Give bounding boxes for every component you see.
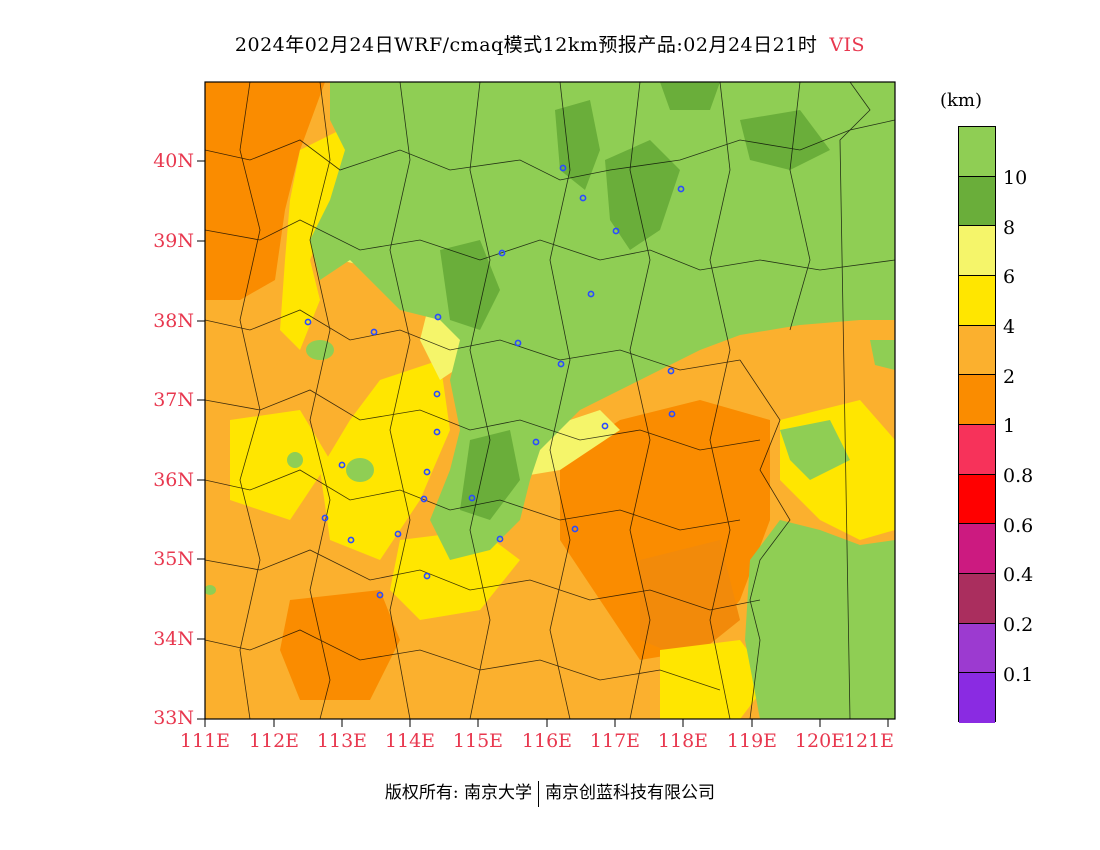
- copyright-company: 南京创蓝科技有限公司: [545, 783, 716, 803]
- map-field: [205, 82, 895, 719]
- copyright-owner: 版权所有: 南京大学: [384, 783, 533, 803]
- map-title: 2024年02月24日WRF/cmaq模式12km预报产品:02月24日21时 V…: [0, 30, 1100, 57]
- legend-label: 0.6: [1003, 515, 1034, 537]
- lat-label: 39N: [153, 230, 194, 252]
- colorbar-swatch: [959, 673, 995, 723]
- lon-label: 121E: [843, 730, 895, 752]
- lon-label: 117E: [589, 730, 641, 752]
- footer-separator: [538, 780, 540, 807]
- lon-label: 120E: [794, 730, 846, 752]
- lon-label: 119E: [726, 730, 778, 752]
- legend-label: 2: [1003, 366, 1016, 388]
- lon-label: 116E: [521, 730, 573, 752]
- lon-label: 111E: [179, 730, 231, 752]
- legend-label: 6: [1003, 266, 1016, 288]
- colorbar-swatch: [959, 275, 995, 326]
- lon-label: 114E: [384, 730, 436, 752]
- lon-label: 113E: [316, 730, 368, 752]
- legend-label: 4: [1003, 316, 1016, 338]
- lon-label: 115E: [452, 730, 504, 752]
- variable-label: VIS: [829, 34, 866, 56]
- colorbar-swatch: [959, 573, 995, 624]
- city-markers: [304, 164, 685, 599]
- colorbar-swatch: [959, 176, 995, 227]
- lat-label: 37N: [153, 389, 194, 411]
- title-text: 2024年02月24日WRF/cmaq模式12km预报产品:02月24日21时: [234, 34, 818, 56]
- legend-label: 0.2: [1003, 614, 1034, 636]
- legend-label: 0.4: [1003, 564, 1034, 586]
- colorbar-swatch: [959, 127, 995, 177]
- colorbar-swatch: [959, 375, 995, 425]
- legend-label: 10: [1003, 167, 1028, 189]
- lat-label: 36N: [153, 469, 194, 491]
- colorbar-swatch: [959, 325, 995, 376]
- colorbar-swatch: [959, 623, 995, 674]
- colorbar-swatch: [959, 524, 995, 574]
- lon-label: 118E: [657, 730, 709, 752]
- lat-label: 33N: [153, 707, 194, 729]
- lon-label: 112E: [248, 730, 300, 752]
- lat-label: 38N: [153, 310, 194, 332]
- legend-label: 8: [1003, 217, 1016, 239]
- lat-label: 40N: [153, 150, 194, 172]
- legend-label: 1: [1003, 415, 1016, 437]
- legend-label: 0.1: [1003, 664, 1034, 686]
- lat-label: 35N: [153, 548, 194, 570]
- axis-ticks: [197, 160, 889, 727]
- legend-unit: (km): [940, 90, 983, 111]
- colorbar-swatch: [959, 474, 995, 525]
- colorbar-swatch: [959, 424, 995, 475]
- copyright-footer: 版权所有: 南京大学 南京创蓝科技有限公司: [0, 778, 1100, 807]
- colorbar-swatch: [959, 226, 995, 276]
- colorbar: [958, 126, 996, 723]
- lat-label: 34N: [153, 628, 194, 650]
- legend-label: 0.8: [1003, 465, 1034, 487]
